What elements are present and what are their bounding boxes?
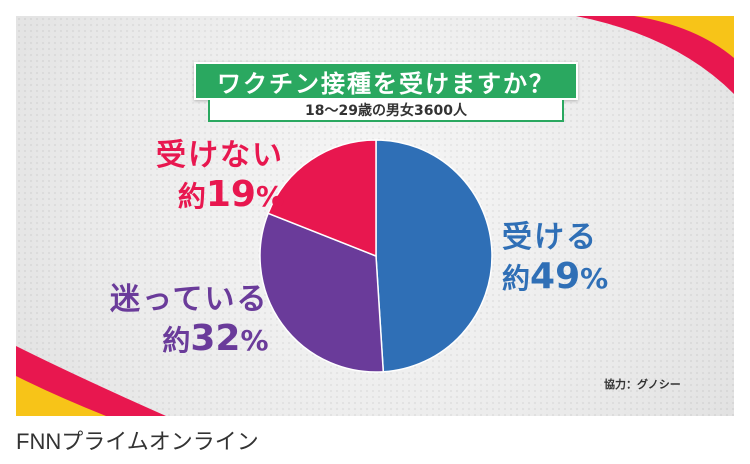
credit-text: 協力：グノシー	[604, 378, 681, 391]
label-not-receive: 受けない 約19%	[156, 130, 284, 215]
label-receive-percent: 約49%	[502, 256, 609, 297]
label-undecided: 迷っている 約32%	[110, 274, 269, 359]
label-undecided-name: 迷っている	[110, 282, 269, 317]
label-not-receive-name: 受けない	[156, 138, 284, 173]
source-caption: FNNプライムオンライン	[16, 429, 259, 454]
pie-slice-not-receive	[267, 139, 377, 258]
pie-slice-receive	[375, 139, 493, 373]
chart-title-box: ワクチン接種を受けますか？ 18〜29歳の男女3600人	[194, 62, 578, 122]
pie-slice-undecided	[259, 212, 385, 373]
label-undecided-percent: 約32%	[162, 318, 269, 359]
chart-title: ワクチン接種を受けますか？	[194, 62, 578, 100]
label-receive-name: 受ける	[502, 220, 598, 255]
chart-subtitle: 18〜29歳の男女3600人	[208, 100, 564, 122]
corner-decoration	[16, 16, 734, 416]
chart-frame: ワクチン接種を受けますか？ 18〜29歳の男女3600人 受ける 約49% 迷っ…	[16, 16, 734, 416]
pie-chart	[259, 139, 493, 373]
label-not-receive-percent: 約19%	[177, 174, 284, 215]
label-receive: 受ける 約49%	[502, 212, 608, 297]
